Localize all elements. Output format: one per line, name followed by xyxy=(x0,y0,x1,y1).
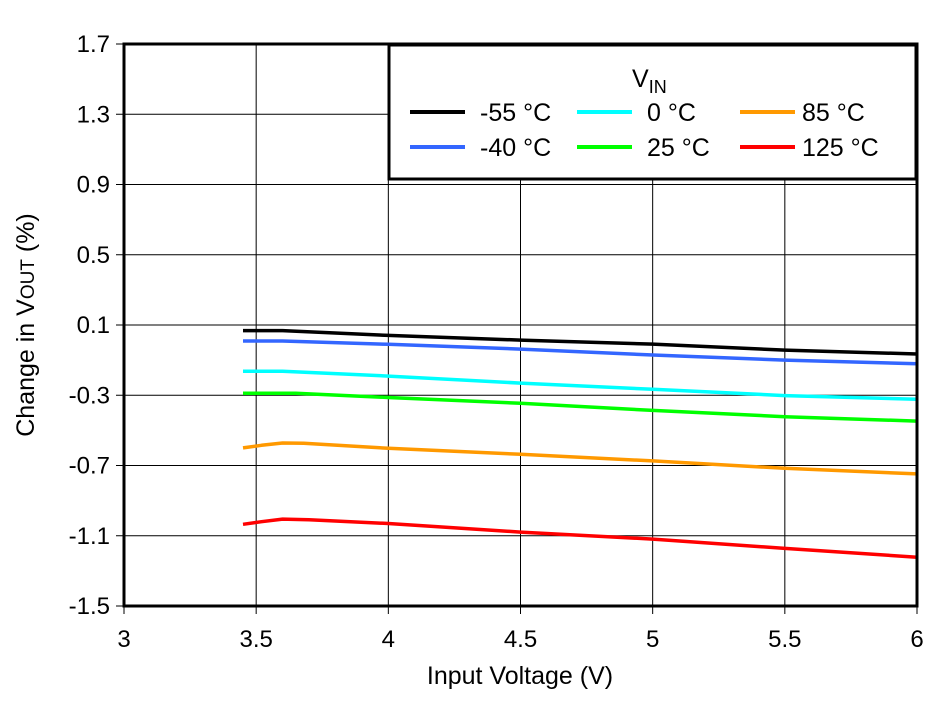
legend-label: -55 °C xyxy=(480,99,551,127)
series-line-85C xyxy=(242,441,918,476)
y-tick-label: 1.7 xyxy=(77,31,110,58)
series-line--40C xyxy=(243,339,918,366)
x-tick-label: 5.5 xyxy=(768,626,801,653)
y-tick-label: 0.1 xyxy=(77,312,110,339)
series-line-125C xyxy=(242,517,918,559)
legend-label: 125 °C xyxy=(802,134,879,162)
legend: VIN -55 °C -40 °C 0 °C 25 °C 85 °C 125 °C xyxy=(387,43,918,181)
y-axis-label: Change in VOUT (%) xyxy=(12,213,40,437)
y-tick-label: -0.3 xyxy=(69,382,110,409)
y-tick-label: -1.1 xyxy=(69,523,110,550)
legend-title: VIN xyxy=(632,65,667,97)
series-line-0C xyxy=(243,369,918,402)
y-tick-label: -1.5 xyxy=(69,593,110,620)
x-tick-label: 3.5 xyxy=(239,626,272,653)
y-tick-labels: 1.7 1.3 0.9 0.5 0.1 -0.3 -0.7 -1.1 -1.5 xyxy=(69,31,110,620)
legend-label: 0 °C xyxy=(647,99,696,127)
x-tick-labels: 3 3.5 4 4.5 5 5.5 6 xyxy=(117,626,923,653)
x-tick-label: 3 xyxy=(117,626,130,653)
x-axis-label: Input Voltage (V) xyxy=(427,662,613,690)
series-line-25C xyxy=(243,391,918,423)
y-tick-label: -0.7 xyxy=(69,453,110,480)
series-lines xyxy=(242,328,918,559)
y-tick-label: 0.5 xyxy=(77,242,110,269)
legend-label: 85 °C xyxy=(802,99,865,127)
legend-label: 25 °C xyxy=(647,134,710,162)
legend-label: -40 °C xyxy=(480,134,551,162)
y-tick-label: 1.3 xyxy=(77,101,110,128)
x-tick-label: 4.5 xyxy=(504,626,537,653)
series-line--55C xyxy=(243,328,918,356)
y-tick-label: 0.9 xyxy=(77,172,110,199)
x-tick-label: 4 xyxy=(382,626,395,653)
legend-box xyxy=(387,43,918,181)
x-tick-label: 5 xyxy=(646,626,659,653)
x-tick-label: 6 xyxy=(910,626,923,653)
